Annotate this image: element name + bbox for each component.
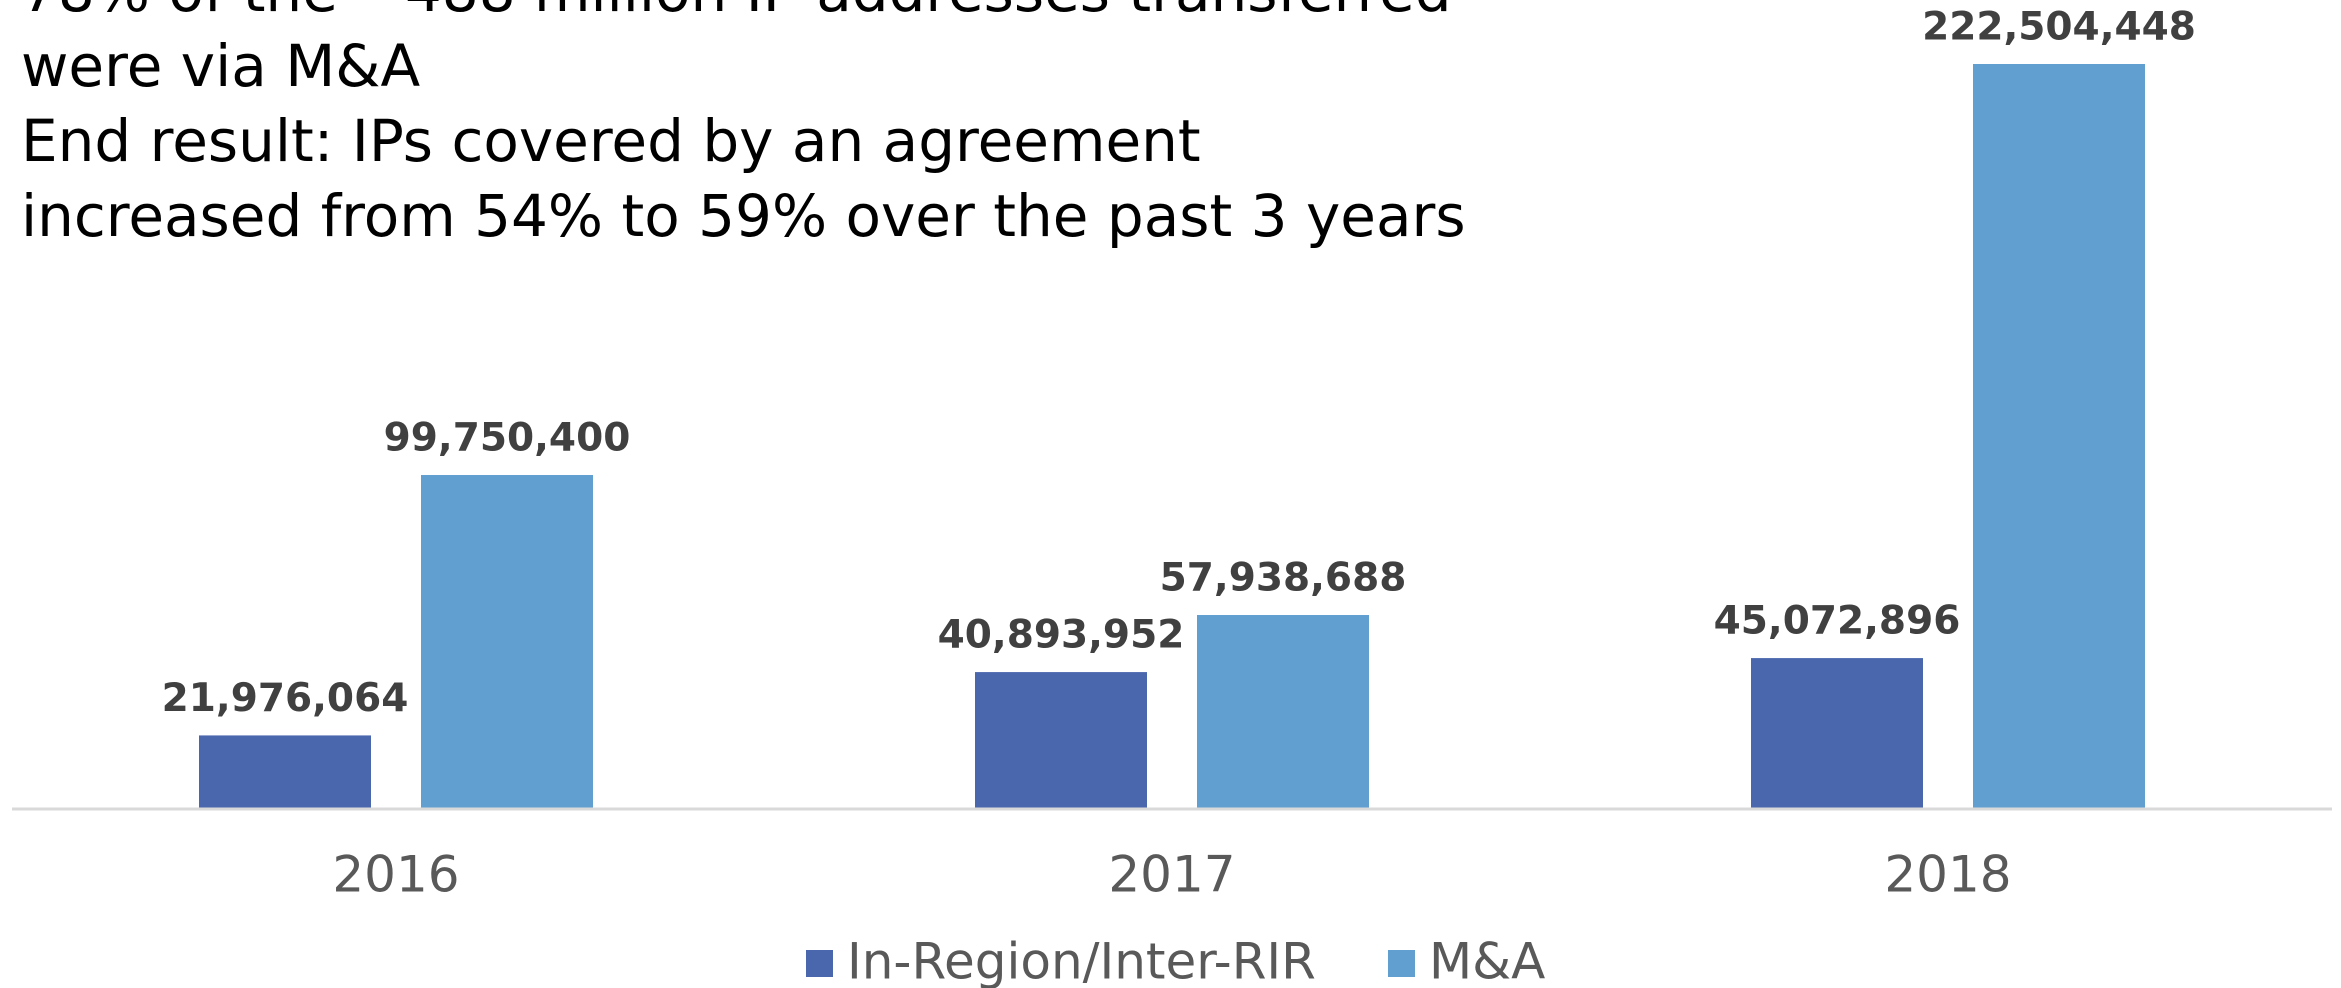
x-tick-label: 2016: [332, 846, 459, 904]
bar: [975, 672, 1147, 809]
annotation: 78% of the ~488 million IP addresses tra…: [21, 0, 1466, 250]
legend-swatch: [806, 950, 833, 977]
bar: [1751, 658, 1923, 809]
legend-swatch: [1388, 950, 1415, 977]
bar: [1197, 615, 1369, 809]
bar: [1973, 64, 2145, 809]
data-label: 222,504,448: [1922, 5, 2196, 50]
annotation-line: End result: IPs covered by an agreement: [21, 107, 1201, 175]
annotation-line: 78% of the ~488 million IP addresses tra…: [21, 0, 1452, 25]
annotation-line: were via M&A: [21, 32, 420, 100]
annotation-line: increased from 54% to 59% over the past …: [21, 182, 1466, 250]
data-label: 45,072,896: [1714, 599, 1961, 644]
bar: [199, 735, 371, 809]
data-label: 57,938,688: [1160, 556, 1407, 601]
data-label: 21,976,064: [162, 676, 409, 721]
x-tick-label: 2018: [1884, 846, 2011, 904]
bar: [421, 475, 593, 809]
data-label: 40,893,952: [938, 613, 1185, 658]
x-tick-label: 2017: [1108, 846, 1235, 904]
legend-label: In-Region/Inter-RIR: [847, 933, 1316, 988]
legend-label: M&A: [1429, 933, 1545, 988]
data-label: 99,750,400: [384, 416, 631, 461]
